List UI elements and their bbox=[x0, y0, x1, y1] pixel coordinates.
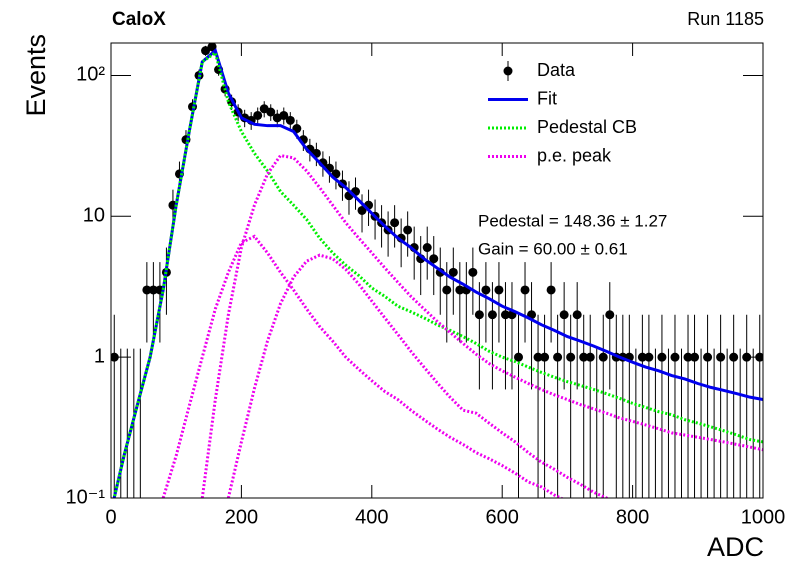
data-point bbox=[546, 285, 556, 295]
data-point bbox=[572, 310, 582, 320]
data-point bbox=[670, 352, 680, 362]
data-point bbox=[474, 310, 484, 320]
data-point bbox=[442, 285, 452, 295]
data-point bbox=[637, 352, 647, 362]
y-axis-label: Events bbox=[21, 34, 51, 117]
data-point bbox=[455, 285, 465, 295]
data-point bbox=[644, 352, 654, 362]
curve bbox=[112, 50, 763, 498]
data-point bbox=[481, 285, 491, 295]
legend-label: Pedestal CB bbox=[537, 117, 637, 137]
y-tick-label: 10⁻¹ bbox=[66, 486, 106, 508]
data-point bbox=[266, 107, 276, 117]
y-tick-label: 1 bbox=[94, 345, 105, 367]
data-point bbox=[390, 218, 400, 228]
data-point bbox=[148, 285, 158, 295]
data-point bbox=[585, 352, 595, 362]
data-point bbox=[605, 310, 615, 320]
data-point bbox=[716, 352, 726, 362]
data-point bbox=[520, 285, 530, 295]
data-point bbox=[540, 352, 550, 362]
x-tick-label: 0 bbox=[105, 506, 116, 528]
annotation: Gain = 60.00 ± 0.61 bbox=[478, 239, 628, 258]
curve bbox=[200, 153, 763, 498]
plot-frame bbox=[110, 42, 764, 499]
data-point bbox=[500, 310, 510, 320]
plot-area bbox=[111, 43, 763, 498]
data-point bbox=[468, 267, 478, 277]
data-point bbox=[403, 225, 413, 235]
x-tick-label: 1000 bbox=[741, 506, 786, 528]
data-point bbox=[598, 352, 608, 362]
data-point bbox=[559, 310, 569, 320]
data-point bbox=[494, 285, 504, 295]
data-point bbox=[253, 110, 263, 120]
data-point bbox=[703, 352, 713, 362]
x-axis-label: ADC bbox=[707, 532, 764, 562]
y-tick-label: 10² bbox=[76, 64, 105, 86]
x-tick-label: 200 bbox=[225, 506, 258, 528]
data-point bbox=[142, 285, 152, 295]
chart-title: CaloX bbox=[112, 9, 166, 30]
annotation: Pedestal = 148.36 ± 1.27 bbox=[478, 211, 667, 230]
data-point bbox=[729, 352, 739, 362]
legend-label: Data bbox=[537, 60, 576, 80]
curve bbox=[161, 234, 565, 498]
x-tick-label: 400 bbox=[355, 506, 388, 528]
data-point bbox=[285, 115, 295, 125]
data-point bbox=[657, 352, 667, 362]
data-point bbox=[533, 352, 543, 362]
data-point bbox=[579, 352, 589, 362]
data-point bbox=[487, 310, 497, 320]
data-point bbox=[357, 205, 367, 215]
data-point bbox=[566, 352, 576, 362]
data-point bbox=[683, 352, 693, 362]
x-tick-label: 600 bbox=[486, 506, 519, 528]
data-point bbox=[514, 352, 523, 362]
legend-swatch bbox=[503, 66, 513, 76]
data-point bbox=[207, 43, 217, 52]
data-point bbox=[690, 352, 700, 362]
y-tick-label: 10 bbox=[83, 205, 105, 227]
data-point bbox=[448, 267, 458, 277]
data-point bbox=[422, 243, 432, 253]
chart-subtitle: Run 1185 bbox=[687, 9, 764, 29]
data-point bbox=[279, 110, 289, 120]
legend-label: Fit bbox=[537, 88, 557, 108]
legend-label: p.e. peak bbox=[537, 145, 612, 165]
data-point bbox=[201, 46, 211, 56]
data-point bbox=[429, 254, 439, 264]
x-tick-label: 800 bbox=[616, 506, 649, 528]
data-point bbox=[553, 352, 563, 362]
